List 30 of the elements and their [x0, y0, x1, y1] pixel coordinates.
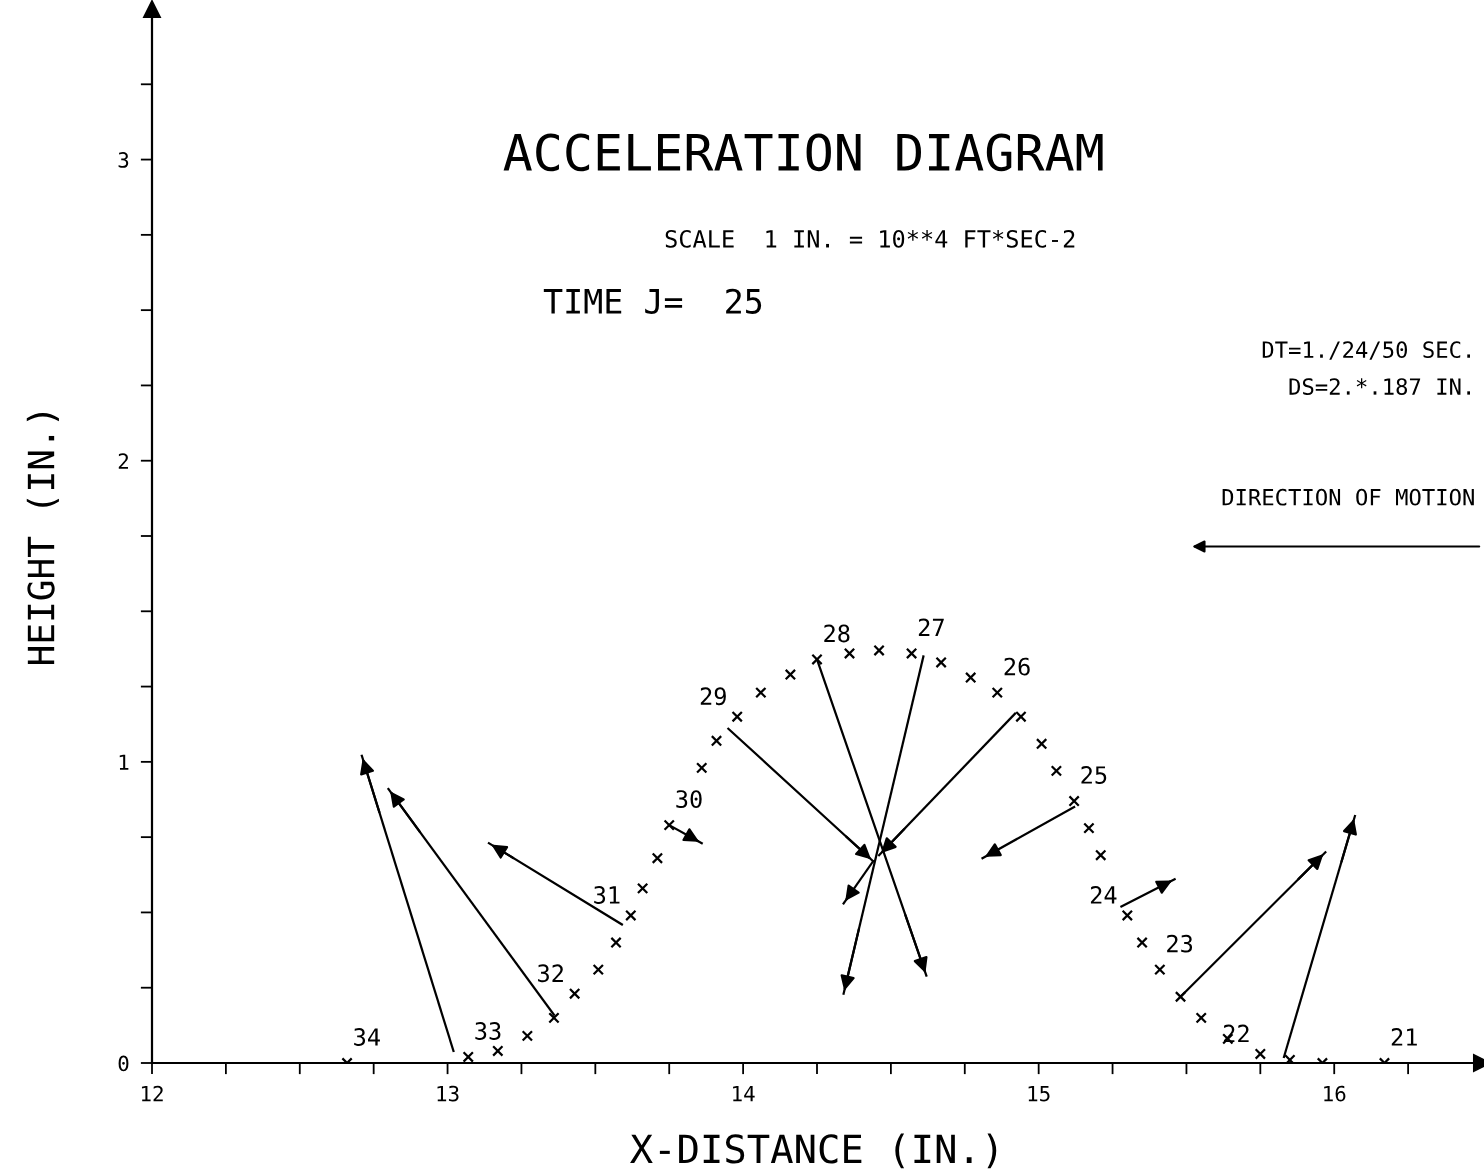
- annotation: 25: [1081, 766, 1107, 784]
- x-tick-label: 16: [1324, 1085, 1346, 1102]
- y-tick-label: 3: [118, 152, 129, 168]
- text: SCALE 1 IN. = 10**4 FT*SEC-2: [665, 229, 1075, 248]
- annotation: 28: [824, 624, 850, 643]
- annotation: 26: [1004, 657, 1030, 676]
- annotation: DIRECTION OF MOTION: [1222, 488, 1474, 506]
- annotation: 24: [1090, 886, 1117, 904]
- annotation: 30: [676, 790, 702, 809]
- annotation: 31: [594, 886, 620, 904]
- annotation: 32: [538, 964, 563, 983]
- x-tick-label: 14: [733, 1085, 755, 1102]
- annotation: 23: [1167, 934, 1193, 953]
- annotation: 29: [700, 687, 726, 706]
- annotation: TIME J= 25: [543, 288, 762, 314]
- x-tick-label: 13: [437, 1085, 459, 1102]
- annotation: 33: [475, 1022, 501, 1040]
- annotation: 27: [918, 618, 944, 637]
- x-axis-title: X-DISTANCE (IN.): [630, 1133, 997, 1169]
- y-tick-label: 2: [118, 453, 129, 469]
- y-axis-title: HEIGHT (IN.): [26, 413, 59, 665]
- annotation: 34: [354, 1028, 380, 1046]
- x-tick-label: 15: [1028, 1085, 1050, 1102]
- annotation: DS=2.*.187 IN.: [1289, 378, 1471, 395]
- annotation: 21: [1391, 1028, 1417, 1046]
- text: ACCELERATION DIAGRAM: [503, 133, 1103, 172]
- y-tick-label: 0: [118, 1055, 129, 1072]
- annotation: DT=1./24/50 SEC.: [1262, 341, 1471, 360]
- y-tick-label: 1: [119, 754, 129, 770]
- x-tick-label: 12: [141, 1085, 163, 1102]
